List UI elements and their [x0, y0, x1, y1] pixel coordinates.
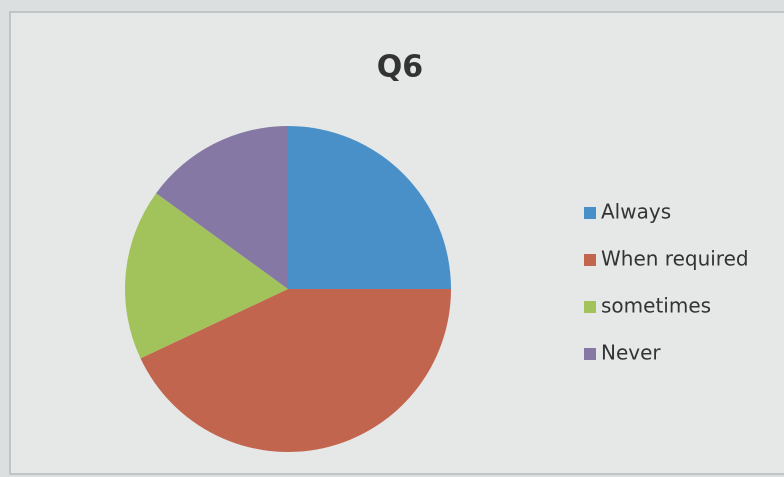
- legend-label: sometimes: [601, 294, 711, 318]
- legend-swatch: [584, 301, 596, 313]
- legend-swatch: [584, 207, 596, 219]
- pie-slice: [156, 126, 288, 289]
- legend: Always When required sometimes Never: [584, 200, 749, 365]
- pie-slice: [288, 126, 451, 289]
- pie-slice: [140, 289, 452, 453]
- legend-label: Always: [601, 200, 671, 224]
- legend-swatch: [584, 348, 596, 360]
- legend-swatch: [584, 254, 596, 266]
- legend-label: When required: [601, 247, 749, 271]
- chart-title: Q6: [377, 50, 423, 85]
- pie: [124, 126, 452, 453]
- legend-label: Never: [601, 341, 661, 365]
- pie-slice: [124, 193, 289, 359]
